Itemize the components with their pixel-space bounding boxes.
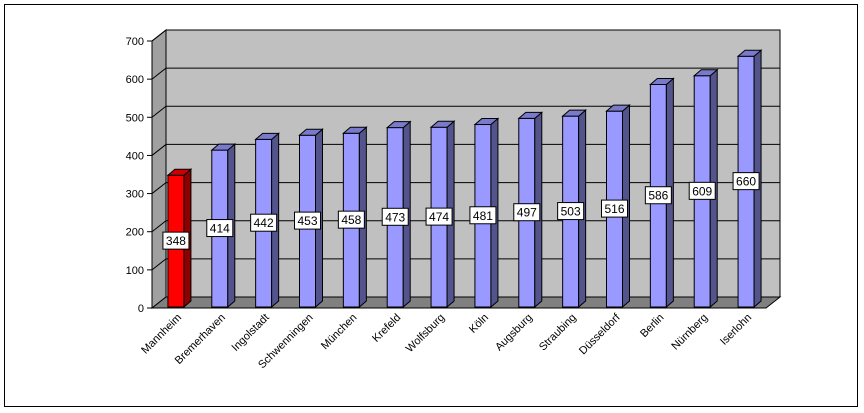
data-label-text: 516 — [604, 202, 624, 216]
bar-top — [692, 69, 719, 77]
data-label: 503 — [557, 202, 585, 221]
data-label-box — [162, 231, 190, 250]
y-tick-label: 400 — [126, 150, 144, 162]
category-label: Iserlohn — [718, 312, 754, 348]
y-tick-label: 0 — [138, 303, 144, 315]
y-tick-label: 200 — [126, 227, 144, 239]
data-label-text: 442 — [254, 216, 274, 230]
bar-top — [342, 126, 368, 134]
category-label: Düsseldorf — [577, 311, 623, 357]
data-label-box — [250, 213, 278, 232]
data-label: 473 — [381, 207, 409, 226]
category-label: Berlin — [638, 312, 666, 340]
floor — [150, 296, 782, 309]
data-label-text: 609 — [692, 184, 712, 198]
data-label-box — [469, 206, 497, 225]
category-label: Mannheim — [139, 312, 184, 357]
data-label: 348 — [162, 231, 190, 250]
data-label-text: 481 — [473, 209, 493, 223]
data-label-text: 586 — [648, 189, 668, 203]
bar-top — [298, 128, 324, 136]
y-tick-label: 300 — [126, 189, 144, 201]
gridlines — [151, 29, 780, 271]
data-label: 586 — [644, 186, 672, 205]
data-label-box — [644, 186, 672, 205]
bar-top — [561, 109, 587, 117]
data-label: 474 — [425, 207, 453, 226]
bar-top — [649, 77, 675, 85]
bar-top — [166, 168, 193, 176]
bar-top — [210, 143, 237, 151]
y-tick-label: 100 — [126, 265, 144, 277]
category-label: Augsburg — [493, 312, 535, 354]
data-label-box — [425, 207, 453, 226]
data-label: 414 — [206, 219, 234, 238]
chart-frame — [4, 4, 858, 407]
data-label-text: 348 — [166, 234, 186, 248]
data-label-text: 473 — [385, 210, 405, 224]
gridline — [151, 29, 780, 42]
gridline — [151, 105, 780, 118]
data-label: 453 — [294, 211, 321, 230]
data-label: 516 — [601, 199, 628, 218]
bar-top — [605, 104, 631, 112]
category-label: Köln — [467, 312, 491, 336]
y-tick-label: 700 — [126, 36, 144, 48]
data-label-text: 474 — [429, 210, 449, 224]
data-label-text: 458 — [341, 213, 361, 227]
y-axis-ticks: 0 100 200 300 400 500 600 700 — [126, 36, 766, 315]
data-label-box — [381, 207, 409, 226]
data-label-box — [732, 172, 760, 191]
data-label-box — [557, 202, 585, 221]
data-label-box — [337, 210, 365, 229]
category-label: Ingolstadt — [230, 312, 272, 354]
data-label-text: 497 — [517, 206, 537, 220]
category-label: Wolfsburg — [404, 312, 447, 355]
data-label-box — [206, 219, 234, 238]
data-label: 609 — [688, 181, 716, 200]
side-wall — [151, 28, 167, 310]
bar-top — [517, 111, 544, 119]
y-tick-label: 600 — [126, 74, 144, 86]
chart-walls — [150, 28, 782, 310]
category-label: Krefeld — [370, 312, 403, 345]
y-tick-label: 500 — [126, 112, 144, 124]
category-label: Straubing — [537, 312, 579, 354]
bar-top — [429, 120, 456, 128]
data-label-box — [513, 203, 541, 222]
category-label: Nürnberg — [669, 312, 710, 353]
bar-top — [736, 49, 763, 57]
data-label: 481 — [469, 206, 497, 225]
category-label: München — [319, 312, 359, 352]
data-label-text: 453 — [297, 214, 317, 228]
data-label-box — [688, 181, 716, 200]
bar-top — [385, 121, 412, 129]
data-label: 497 — [513, 203, 541, 222]
data-label-text: 414 — [210, 222, 230, 236]
data-labels: 348 414 442 453 458 473 474 481 497 503 516 586 609 6… — [162, 172, 760, 250]
bar-top — [254, 132, 280, 140]
data-label: 458 — [337, 210, 365, 229]
data-label-box — [601, 199, 628, 218]
data-label: 660 — [732, 172, 760, 191]
data-label-text: 660 — [736, 175, 756, 189]
data-label: 442 — [250, 213, 278, 232]
data-label-text: 503 — [561, 205, 581, 219]
data-label-box — [294, 211, 321, 230]
bar-top — [473, 118, 500, 126]
gridline — [151, 67, 780, 80]
